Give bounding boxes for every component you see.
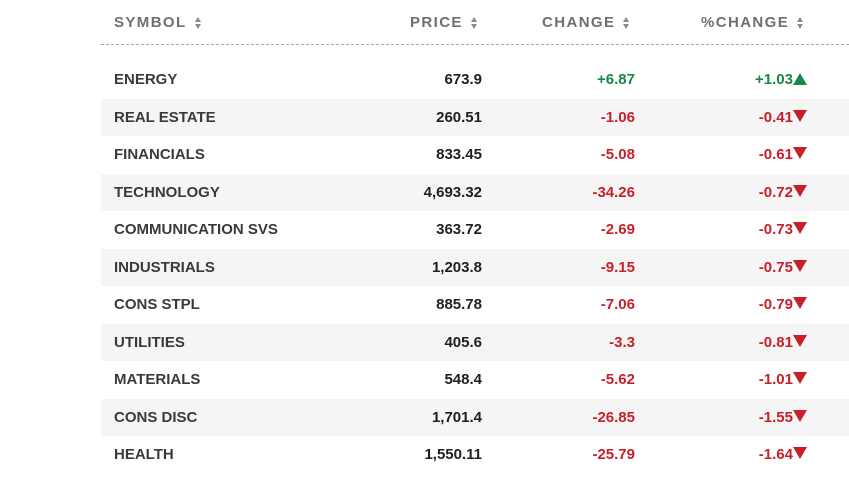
pct-change-cell: -1.64 (758, 446, 793, 463)
pct-change-cell: -0.75 (758, 258, 793, 276)
change-column-header[interactable]: CHANGE (542, 14, 630, 31)
sort-arrows-icon (470, 16, 478, 30)
pct-change-cell: -0.79 (758, 296, 793, 313)
price-cell: 363.72 (436, 221, 482, 238)
change-cell: -25.79 (592, 446, 635, 463)
symbol-header-label: SYMBOL (114, 14, 187, 31)
pct-change-cell: +1.03 (755, 71, 793, 88)
change-cell: -7.06 (600, 296, 635, 313)
sector-performance-table: SYMBOL PRICE CHANGE %CHANGE ENERGY 673.9… (101, 0, 849, 463)
pct-change-cell: -1.55 (758, 408, 793, 426)
triangle-down-icon (793, 409, 807, 422)
sort-arrows-icon (797, 16, 804, 30)
table-row[interactable]: UTILITIES 405.6 -3.3 -0.81 (101, 323, 849, 361)
price-column-header[interactable]: PRICE (410, 14, 478, 31)
symbol-cell[interactable]: INDUSTRIALS (114, 258, 215, 276)
price-cell: 1,550.11 (424, 446, 482, 463)
price-cell: 833.45 (436, 146, 482, 163)
pct-change-cell: -1.01 (758, 371, 793, 388)
symbol-cell[interactable]: TECHNOLOGY (114, 183, 220, 201)
change-cell: -2.69 (600, 221, 635, 238)
table-row[interactable]: CONS STPL 885.78 -7.06 -0.79 (101, 286, 849, 324)
change-cell: -26.85 (592, 408, 635, 426)
price-cell: 260.51 (436, 108, 482, 126)
change-cell: -3.3 (609, 333, 635, 351)
triangle-down-icon (793, 372, 807, 384)
sort-arrows-icon (194, 16, 202, 30)
sort-arrows-icon (623, 16, 630, 30)
price-cell: 405.6 (444, 333, 482, 351)
table-row[interactable]: MATERIALS 548.4 -5.62 -1.01 (101, 361, 849, 399)
table-row[interactable]: HEALTH 1,550.11 -25.79 -1.64 (101, 436, 849, 474)
table-body: ENERGY 673.9 +6.87 +1.03 REAL ESTATE 260… (101, 61, 849, 474)
change-cell: -1.06 (600, 108, 635, 126)
symbol-cell[interactable]: UTILITIES (114, 333, 185, 351)
pct-change-column-header[interactable]: %CHANGE (701, 14, 804, 31)
price-cell: 4,693.32 (423, 183, 482, 201)
triangle-down-icon (793, 184, 807, 197)
symbol-cell[interactable]: CONS DISC (114, 408, 198, 426)
triangle-down-icon (793, 259, 807, 272)
triangle-down-icon (793, 447, 807, 459)
price-header-label: PRICE (410, 14, 463, 31)
symbol-cell[interactable]: COMMUNICATION SVS (114, 221, 278, 238)
triangle-down-icon (793, 334, 807, 347)
change-cell: -34.26 (592, 183, 635, 201)
change-cell: -5.62 (600, 371, 635, 388)
table-row[interactable]: COMMUNICATION SVS 363.72 -2.69 -0.73 (101, 211, 849, 249)
pct-change-cell: -0.61 (758, 146, 793, 163)
table-row[interactable]: REAL ESTATE 260.51 -1.06 -0.41 (101, 98, 849, 136)
pct-change-cell: -0.41 (758, 108, 793, 126)
table-row[interactable]: CONS DISC 1,701.4 -26.85 -1.55 (101, 398, 849, 436)
pct-change-cell: -0.73 (758, 221, 793, 238)
symbol-column-header[interactable]: SYMBOL (114, 14, 202, 31)
symbol-cell[interactable]: HEALTH (114, 446, 174, 463)
change-cell: -9.15 (600, 258, 635, 276)
triangle-up-icon (793, 73, 807, 85)
table-row[interactable]: TECHNOLOGY 4,693.32 -34.26 -0.72 (101, 173, 849, 211)
price-cell: 1,203.8 (431, 258, 482, 276)
pct-change-header-label: %CHANGE (701, 14, 790, 31)
table-header: SYMBOL PRICE CHANGE %CHANGE (101, 0, 849, 45)
price-cell: 1,701.4 (431, 408, 482, 426)
price-cell: 885.78 (436, 296, 482, 313)
symbol-cell[interactable]: ENERGY (114, 71, 178, 88)
change-cell: +6.87 (597, 71, 635, 88)
change-header-label: CHANGE (542, 14, 616, 31)
pct-change-cell: -0.72 (758, 183, 793, 201)
table-row[interactable]: INDUSTRIALS 1,203.8 -9.15 -0.75 (101, 248, 849, 286)
price-cell: 673.9 (444, 71, 482, 88)
price-cell: 548.4 (444, 371, 482, 388)
change-cell: -5.08 (600, 146, 635, 163)
symbol-cell[interactable]: REAL ESTATE (114, 108, 216, 126)
triangle-down-icon (793, 297, 807, 309)
table-row[interactable]: FINANCIALS 833.45 -5.08 -0.61 (101, 136, 849, 174)
triangle-down-icon (793, 222, 807, 234)
pct-change-cell: -0.81 (758, 333, 793, 351)
triangle-down-icon (793, 109, 807, 122)
table-row[interactable]: ENERGY 673.9 +6.87 +1.03 (101, 61, 849, 99)
symbol-cell[interactable]: FINANCIALS (114, 146, 205, 163)
symbol-cell[interactable]: CONS STPL (114, 296, 200, 313)
triangle-down-icon (793, 147, 807, 159)
symbol-cell[interactable]: MATERIALS (114, 371, 201, 388)
